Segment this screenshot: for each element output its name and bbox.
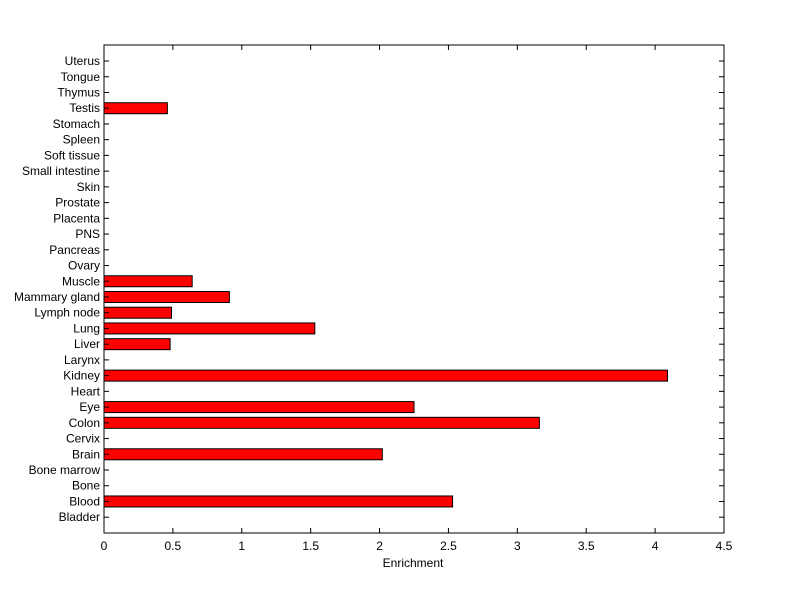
x-tick-label: 3 xyxy=(514,539,521,553)
y-tick-label: Bone xyxy=(72,479,100,493)
y-tick-label: Eye xyxy=(79,400,100,414)
bar-blood xyxy=(103,495,454,508)
y-tick-label: Ovary xyxy=(68,259,100,273)
bar-brain xyxy=(103,448,383,461)
y-tick-label: Placenta xyxy=(53,211,100,225)
y-tick-label: Stomach xyxy=(53,117,100,131)
bar-muscle xyxy=(103,275,193,288)
bar-colon xyxy=(103,416,540,429)
y-tick-label: Liver xyxy=(74,337,100,351)
x-tick-label: 3.5 xyxy=(578,539,595,553)
bar-liver xyxy=(103,338,171,351)
y-tick-label: Bone marrow xyxy=(29,463,101,477)
y-tick-label: Pancreas xyxy=(49,243,100,257)
x-axis-title: Enrichment xyxy=(383,556,444,570)
y-tick-label: Thymus xyxy=(57,85,100,99)
y-tick-label: Small intestine xyxy=(22,164,100,178)
y-tick-label: Larynx xyxy=(64,353,100,367)
bar-testis xyxy=(103,102,168,115)
y-tick-label: Uterus xyxy=(65,54,100,68)
x-tick-label: 0.5 xyxy=(165,539,182,553)
y-tick-label: Brain xyxy=(72,447,100,461)
ticks-group xyxy=(103,45,725,533)
y-tick-label: Soft tissue xyxy=(44,148,100,162)
bar-mammary-gland xyxy=(103,290,230,303)
y-tick-label: Lymph node xyxy=(34,306,100,320)
y-tick-label: Lung xyxy=(73,321,100,335)
y-tick-label: Tongue xyxy=(61,70,101,84)
y-tick-label: Blood xyxy=(69,494,100,508)
y-tick-label: Colon xyxy=(69,416,100,430)
y-tick-label: Skin xyxy=(77,180,100,194)
y-tick-label: Mammary gland xyxy=(14,290,100,304)
bar-eye xyxy=(103,401,415,414)
y-tick-label: Kidney xyxy=(63,369,100,383)
x-tick-label: 1 xyxy=(238,539,245,553)
bar-lung xyxy=(103,322,316,335)
y-tick-label: Cervix xyxy=(66,432,100,446)
y-tick-label: Muscle xyxy=(62,274,100,288)
x-tick-label: 4 xyxy=(652,539,659,553)
x-tick-labels: 0 0.5 1 1.5 2 2.5 3 3.5 4 4.5 xyxy=(101,539,733,553)
bar-kidney xyxy=(103,369,669,382)
y-tick-label: Bladder xyxy=(59,510,100,524)
y-tick-label: Testis xyxy=(69,101,100,115)
y-tick-label: Prostate xyxy=(55,196,100,210)
x-tick-label: 4.5 xyxy=(716,539,733,553)
x-tick-label: 0 xyxy=(101,539,108,553)
x-tick-label: 2 xyxy=(376,539,383,553)
y-tick-label: Heart xyxy=(71,384,101,398)
y-tick-label: Spleen xyxy=(63,133,100,147)
x-tick-label: 2.5 xyxy=(440,539,457,553)
y-tick-label: PNS xyxy=(75,227,100,241)
x-tick-label: 1.5 xyxy=(302,539,319,553)
bar-lymph-node xyxy=(103,306,173,319)
bars-group xyxy=(103,102,669,508)
